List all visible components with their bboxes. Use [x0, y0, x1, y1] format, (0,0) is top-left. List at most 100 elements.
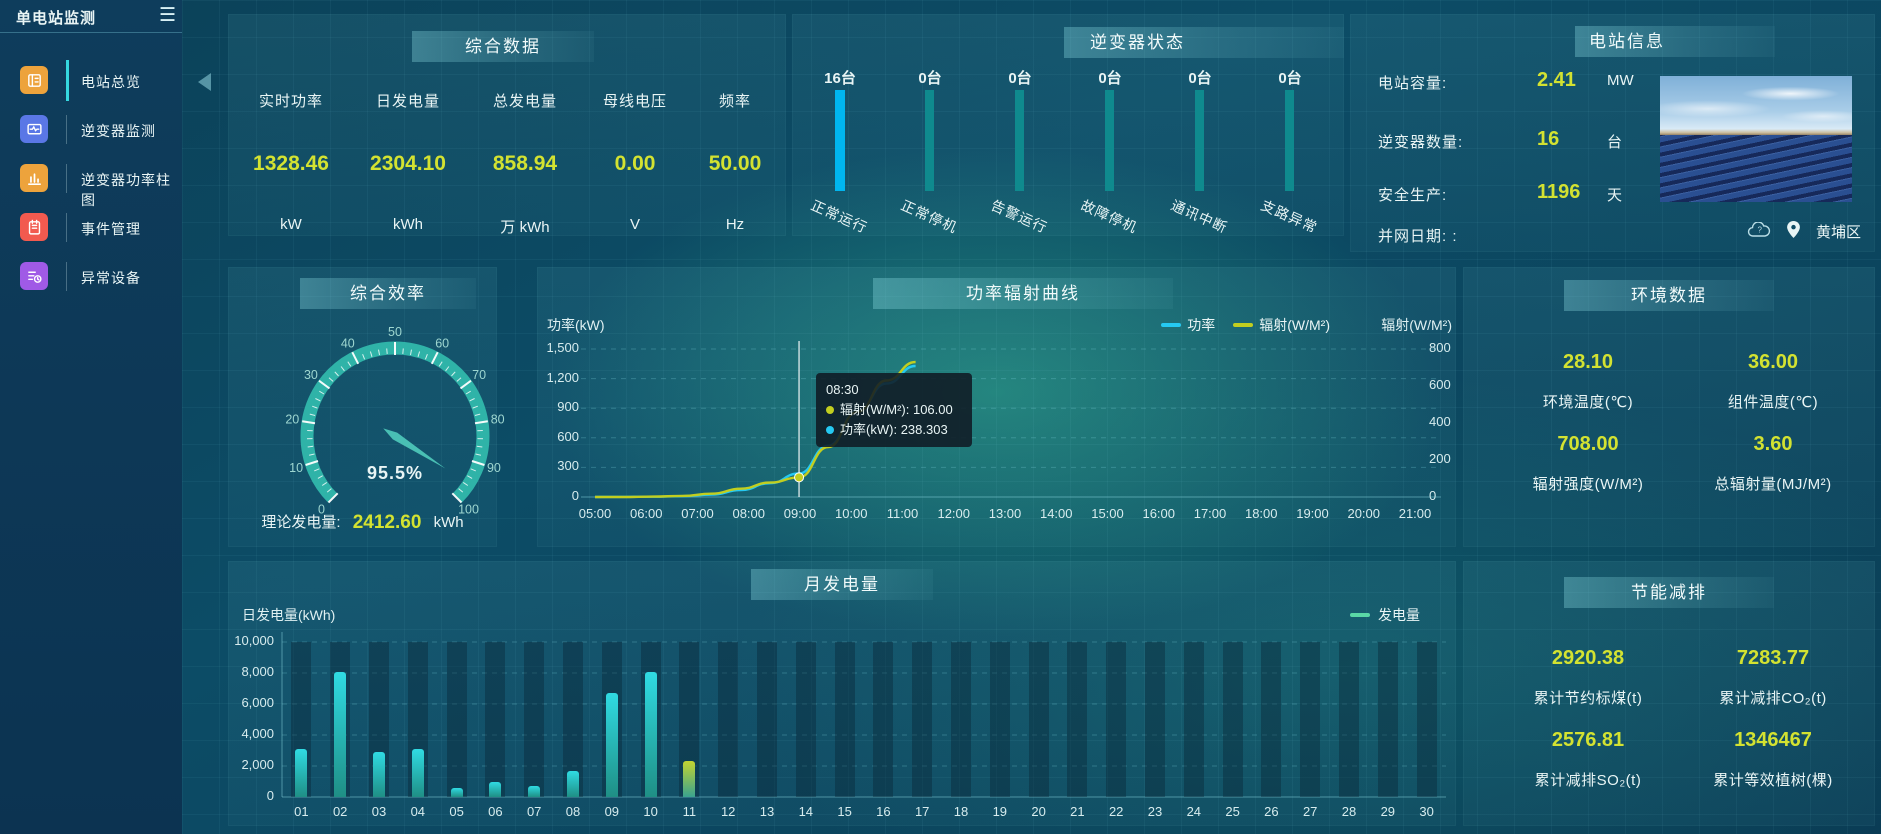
- sidebar-item-inverter-monitor[interactable]: 逆变器监测: [0, 105, 182, 154]
- bar-slot: [1377, 642, 1398, 797]
- inverter-state-label: 支路异常: [1258, 196, 1320, 236]
- inverter-state-label: 故障停机: [1078, 196, 1140, 236]
- total-radiation-cell: 3.60 总辐射量(MJ/M²): [1673, 433, 1873, 494]
- day-label: 07: [526, 804, 542, 819]
- svg-text:20: 20: [285, 413, 299, 427]
- day-label: 26: [1264, 804, 1279, 819]
- inverter-count: 0台: [1008, 70, 1032, 87]
- trees-equivalent-cell: 1346467 累计等效植树(棵): [1673, 729, 1873, 790]
- day-label: 04: [410, 804, 426, 819]
- row-value: 1196: [1537, 181, 1581, 203]
- svg-text:60: 60: [435, 336, 449, 350]
- metric-value: 0.00: [614, 152, 656, 175]
- bar-y-axis-title: 日发电量(kWh): [242, 607, 336, 623]
- cell-label: 总辐射量(MJ/M²): [1714, 476, 1832, 493]
- metric-label: 日发电量: [375, 93, 440, 110]
- bar-slot: [873, 642, 894, 797]
- generation-bar: [295, 748, 308, 797]
- generation-bar: [644, 672, 657, 797]
- theoretical-generation: 理论发电量: 2412.60 kWh: [228, 511, 497, 533]
- power-swatch: [1161, 323, 1182, 327]
- environment-title: 环境数据: [1564, 280, 1774, 311]
- cell-value: 28.10: [1562, 351, 1614, 373]
- active-indicator: [66, 60, 69, 101]
- legend-power[interactable]: 功率: [1161, 315, 1215, 335]
- bar-slot: [1222, 642, 1243, 797]
- line-chart-plot[interactable]: [537, 267, 1456, 547]
- bar-slot: [524, 642, 545, 797]
- inverter-state-label: 通讯中断: [1168, 196, 1230, 236]
- efficiency-gauge: 0 10 20 30 40 50 60 70 80 90 100: [275, 316, 515, 556]
- cell-value: 2920.38: [1551, 647, 1625, 669]
- location-pin-icon[interactable]: [1787, 221, 1800, 242]
- generation-bar: [683, 761, 696, 797]
- radiation-intensity-cell: 708.00 辐射强度(W/M²): [1478, 433, 1698, 494]
- cell-label: 环境温度(℃): [1542, 394, 1634, 411]
- hamburger-menu-icon[interactable]: ☰: [158, 5, 176, 26]
- day-label: 17: [914, 804, 930, 819]
- metric-unit: V: [629, 216, 640, 233]
- day-label: 13: [759, 804, 775, 819]
- env-temperature-cell: 28.10 环境温度(℃): [1478, 351, 1698, 412]
- cell-value: 708.00: [1557, 433, 1619, 455]
- legend-label: 辐射(W/M²): [1259, 317, 1330, 333]
- sidebar-item-event-management[interactable]: 事件管理: [0, 203, 182, 252]
- app-title: 单电站监测: [16, 10, 97, 27]
- inverter-state-label: 告警运行: [988, 196, 1050, 236]
- sidebar-item-label: 逆变器监测: [81, 123, 156, 139]
- metric-unit: 万 kWh: [500, 219, 550, 236]
- cell-value: 1346467: [1734, 729, 1812, 751]
- day-label: 11: [682, 804, 697, 819]
- sidebar-item-label: 逆变器功率柱图: [81, 172, 171, 208]
- weather-cloud-icon[interactable]: ?: [1747, 220, 1771, 242]
- svg-text:40: 40: [341, 336, 355, 350]
- day-label: 25: [1225, 804, 1240, 819]
- metric-realtime-power: 实时功率 1328.46 kW: [243, 14, 339, 236]
- metric-label: 母线电压: [602, 93, 667, 110]
- cell-label: 辐射强度(W/M²): [1532, 476, 1644, 493]
- bar-chart-legend[interactable]: 发电量: [1350, 605, 1420, 625]
- theory-unit: kWh: [433, 514, 464, 531]
- bar-slot: [989, 642, 1010, 797]
- day-label: 02: [332, 804, 348, 819]
- status-bar: [925, 90, 934, 191]
- day-label: 03: [371, 804, 387, 819]
- sidebar-header: 单电站监测 ☰: [0, 0, 182, 33]
- sidebar-item-abnormal-device[interactable]: 异常设备: [0, 252, 182, 301]
- metric-unit: kWh: [393, 216, 423, 233]
- day-label: 28: [1341, 804, 1357, 819]
- day-label: 18: [953, 804, 969, 819]
- metric-frequency: 频率 50.00 Hz: [687, 14, 783, 236]
- cell-label: 累计减排CO₂(t): [1719, 690, 1827, 707]
- status-bar: [835, 90, 845, 191]
- bar-chart-icon: [20, 164, 48, 192]
- bar-slot: [1145, 642, 1165, 797]
- station-capacity-row: 电站容量: 2.41 MW: [1350, 69, 1875, 96]
- notebook-icon: [20, 213, 48, 241]
- tooltip-time: 08:30: [826, 382, 859, 397]
- row-value: 16: [1537, 128, 1560, 150]
- row-unit: 台: [1607, 134, 1623, 151]
- row-label: 安全生产:: [1378, 187, 1448, 204]
- cell-value: 36.00: [1747, 351, 1799, 373]
- legend-label: 功率: [1187, 317, 1216, 333]
- item-divider: [66, 262, 67, 291]
- station-photo: [1660, 76, 1852, 202]
- list-clock-icon: [20, 262, 48, 290]
- svg-text:30: 30: [304, 368, 318, 382]
- theory-label: 理论发电量:: [261, 514, 341, 531]
- bar-chart-plot[interactable]: 01 02 03 04 05 06 07 08 09 10 11 12 13 14 15 16 17 18 19 20…: [228, 561, 1456, 826]
- svg-text:80: 80: [491, 413, 505, 427]
- monthly-generation-panel: 月发电量 日发电量(kWh) 发电量 10,000 8,000 6,000 4,000…: [228, 561, 1456, 826]
- energy-saving-panel: 节能减排 2920.38 累计节约标煤(t) 7283.77 累计减排CO₂(t…: [1463, 561, 1875, 826]
- inverter-count: 0台: [1188, 70, 1212, 87]
- bar-slot: [757, 642, 777, 797]
- sidebar-item-station-overview[interactable]: 电站总览: [0, 56, 182, 105]
- collapse-sidebar-arrow[interactable]: [198, 73, 211, 91]
- metric-unit: Hz: [725, 216, 745, 233]
- sidebar-item-inverter-power-bars[interactable]: 逆变器功率柱图: [0, 154, 182, 208]
- power-radiation-title: 功率辐射曲线: [873, 278, 1173, 309]
- row-unit: MW: [1607, 72, 1634, 89]
- bar-slot: [679, 642, 700, 797]
- legend-radiation[interactable]: 辐射(W/M²): [1233, 315, 1330, 335]
